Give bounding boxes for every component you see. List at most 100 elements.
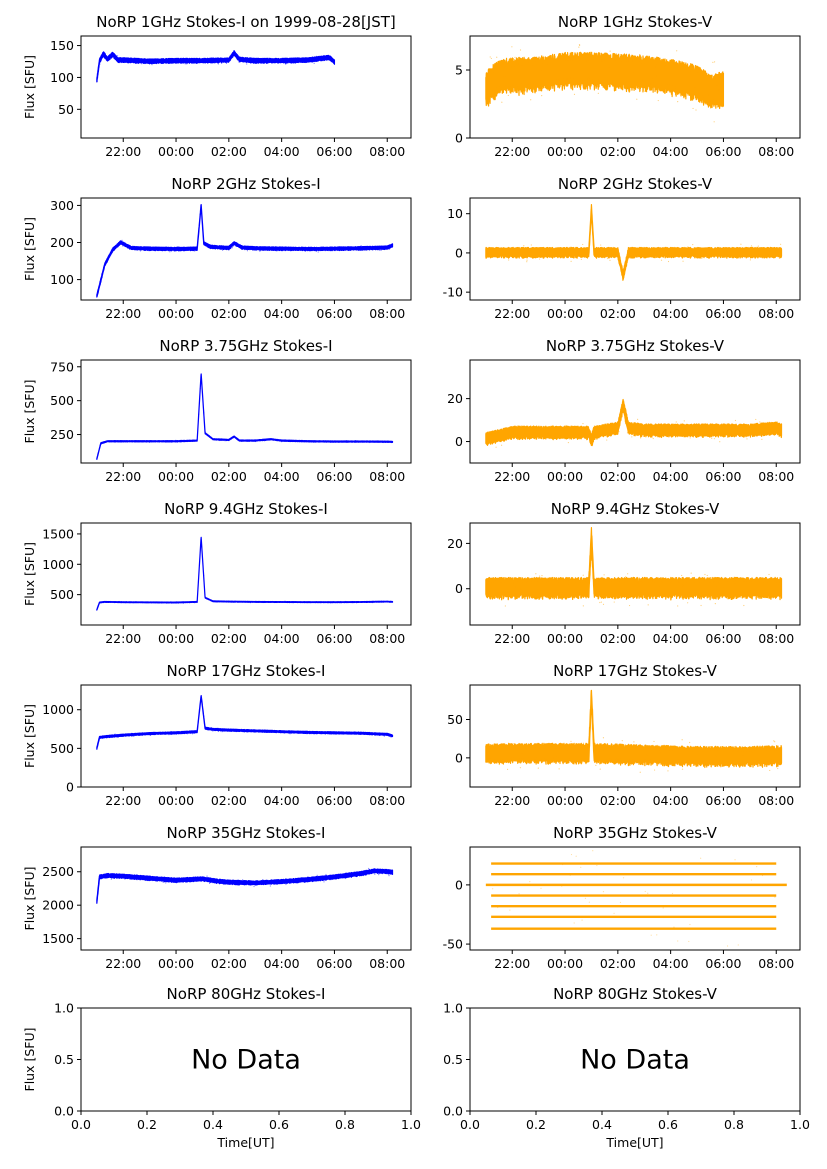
series-point-p1v (596, 85, 598, 87)
x-tick-label-p3v: 08:00 (758, 469, 794, 484)
y-tick-label-p2i: 100 (50, 272, 74, 287)
series-point-p1i (167, 60, 169, 62)
series-point-p1v (540, 89, 542, 91)
series-point-p6v (561, 863, 564, 866)
y-tick-label-p6i: 2000 (42, 898, 74, 913)
series-point-p2i (246, 250, 249, 252)
series-point-p4v (619, 580, 621, 583)
x-tick-label-p7i: 0.6 (269, 1117, 289, 1132)
series-point-p2i (344, 249, 346, 251)
series-point-p1v (640, 79, 643, 81)
series-point-p3i (354, 439, 356, 442)
series-point-p5i (144, 734, 146, 736)
x-tick-label-p6i: 22:00 (105, 956, 141, 971)
series-point-p3v (734, 419, 737, 422)
series-point-p4v (599, 601, 601, 604)
series-point-p4v (743, 604, 745, 607)
series-point-p6v (761, 874, 764, 877)
series-point-p2v (676, 253, 678, 255)
series-point-p1v (695, 109, 697, 111)
series-point-p3v (736, 429, 738, 431)
series-point-p4i (157, 601, 159, 604)
series-point-p4v (761, 597, 763, 599)
series-point-p6v (622, 877, 625, 879)
series-point-p6v (580, 866, 582, 868)
series-point-p6i (324, 877, 326, 879)
series-point-p5v (567, 749, 569, 751)
series-point-p1i (261, 62, 264, 64)
series-point-p2v (486, 247, 488, 249)
series-point-p6v (688, 940, 690, 943)
series-point-p5v (756, 763, 758, 766)
series-point-p4v (603, 574, 605, 576)
x-tick-label-p1i: 02:00 (211, 144, 247, 159)
x-tick-label-p7v: 1.0 (790, 1117, 810, 1132)
series-point-p4i (260, 601, 262, 603)
series-point-p5v (681, 768, 684, 770)
series-point-p2i (313, 247, 315, 250)
series-point-p3i (385, 441, 387, 443)
series-point-p3i (180, 440, 182, 442)
series-point-p2v (600, 244, 602, 246)
x-tick-label-p2i: 22:00 (105, 306, 141, 321)
series-point-p3i (248, 440, 250, 442)
series-point-p4i (243, 600, 245, 602)
series-point-p5i (166, 732, 168, 734)
series-point-p5v (667, 770, 669, 772)
series-point-p1v (602, 82, 605, 84)
series-point-p4i (389, 600, 392, 602)
series-point-p1i (329, 59, 331, 61)
series-point-p2i (244, 245, 246, 247)
x-tick-label-p4v: 08:00 (758, 631, 794, 646)
y-tick-label-p6i: 2500 (42, 864, 74, 879)
y-tick-label-p6v: 0 (455, 877, 463, 892)
plot-area-p5v (485, 689, 783, 773)
series-point-p4i (169, 601, 172, 603)
series-point-p4v (755, 578, 757, 580)
series-point-p6i (154, 877, 156, 879)
series-point-p1i (246, 63, 248, 65)
series-point-p4v (554, 591, 556, 593)
series-point-p5v (644, 759, 646, 761)
series-point-p2v (678, 253, 680, 256)
series-point-p1v (511, 46, 513, 48)
panel-p7i: 0.0 0.2 0.4 0.6 0.8 1.0 0.0 0.5 1.0 NoRP 80GHz St… (22, 985, 421, 1150)
x-tick-label-p4i: 08:00 (369, 631, 405, 646)
x-tick-label-p2v: 06:00 (705, 306, 741, 321)
series-point-p2i (360, 245, 362, 247)
series-point-p5i (142, 732, 144, 734)
series-point-p2v (703, 250, 705, 252)
series-point-p1v (702, 95, 704, 97)
series-point-p4i (330, 602, 332, 604)
series-point-p6i (368, 867, 370, 870)
series-point-p6v (644, 890, 646, 893)
series-point-p1i (332, 58, 334, 61)
series-point-p4i (249, 602, 251, 604)
series-point-p5v (595, 756, 597, 759)
x-tick-label-p3v: 00:00 (547, 469, 583, 484)
series-point-p3v (545, 438, 547, 440)
series-point-p3v (652, 431, 654, 434)
series-point-p4i (265, 601, 267, 603)
series-point-p4i (294, 601, 297, 603)
series-point-p4v (515, 586, 517, 588)
series-point-p2v (694, 250, 697, 252)
series-point-p5i (283, 732, 285, 734)
series-point-p3i (350, 440, 352, 443)
series-point-p6v (677, 940, 679, 942)
series-point-p4v (690, 572, 692, 574)
plot-area-p6v (485, 850, 787, 947)
x-tick-label-p2v: 00:00 (547, 306, 583, 321)
series-point-p5v (558, 768, 560, 770)
series-point-p6i (240, 881, 242, 883)
series-point-p5v (620, 744, 623, 746)
series-point-p6i (301, 879, 303, 881)
series-point-p3i (263, 440, 265, 442)
series-point-p5v (660, 760, 663, 762)
x-tick-label-p4i: 00:00 (158, 631, 194, 646)
series-point-p2i (341, 249, 343, 251)
series-point-p1i (125, 58, 127, 60)
series-point-p4i (290, 601, 292, 603)
series-point-p6i (242, 883, 244, 885)
x-tick-label-p5i: 08:00 (369, 793, 405, 808)
